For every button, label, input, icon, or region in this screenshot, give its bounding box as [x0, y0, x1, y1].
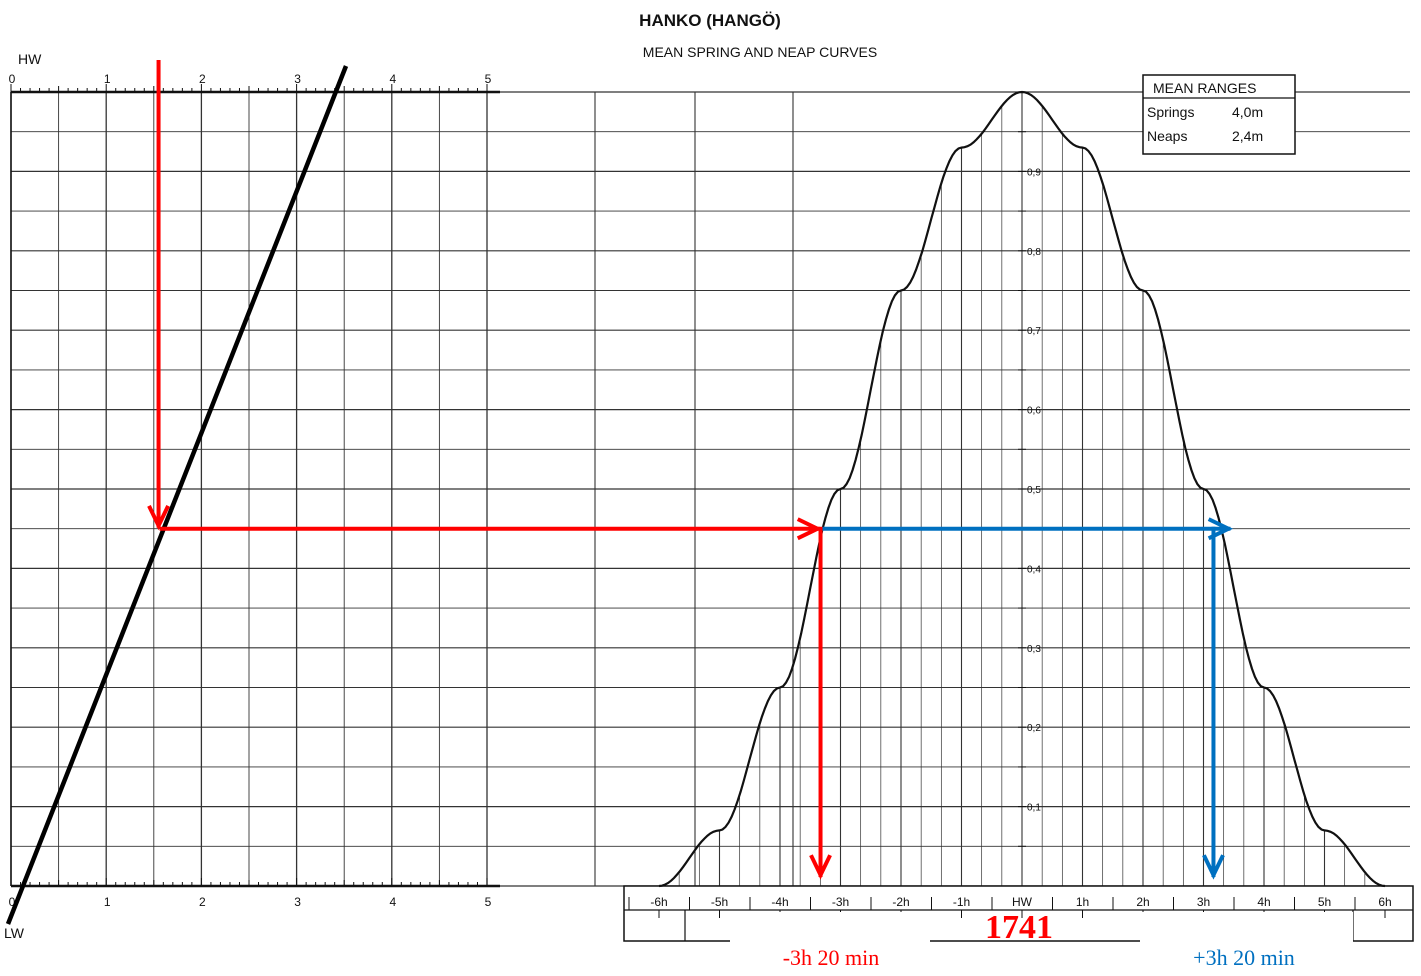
scale-tick-label-top: 3: [294, 72, 301, 86]
scale-tick-label-top: 4: [389, 72, 396, 86]
scale-tick-label-bottom: 0: [9, 895, 16, 909]
neaps-value: 2,4m: [1232, 128, 1263, 144]
x-tick-label: -3h: [832, 895, 849, 909]
red-arrow-down-range-head: [147, 505, 170, 531]
x-tick-labels: -6h -5h -4h -3h -2h -1h HW 1h 2h 3h 4h 5h 6h: [628, 895, 1392, 918]
lw-label: LW: [4, 925, 25, 941]
scale-tick-label-bottom: 4: [389, 895, 396, 909]
x-tick-label: HW: [1012, 895, 1033, 909]
hw-time-label: 1741: [985, 909, 1053, 946]
y-tick-label: 0,5: [1027, 485, 1041, 496]
y-tick-label: 0,1: [1027, 803, 1041, 814]
y-tick-label: 0,7: [1027, 326, 1041, 337]
y-tick-labels: 0,1 0,2 0,3 0,4 0,5 0,6 0,7 0,8 0,9: [1027, 167, 1041, 813]
scale-tick-label-top: 1: [104, 72, 111, 86]
after-time-label: +3h 20 min: [1193, 945, 1295, 970]
scale-tick-label-bottom: 2: [199, 895, 206, 909]
hw-label: HW: [18, 51, 42, 67]
scale-tick-label-bottom: 1: [104, 895, 111, 909]
y-tick-label: 0,9: [1027, 167, 1041, 178]
chart-axes: [10, 84, 1026, 888]
blue-arrow-down-after-head: [1202, 854, 1225, 880]
y-tick-label: 0,4: [1027, 564, 1041, 575]
chart-grid: [10, 91, 1410, 887]
x-tick-label: 3h: [1197, 895, 1210, 909]
x-tick-label: 6h: [1378, 895, 1391, 909]
x-tick-label: -1h: [953, 895, 970, 909]
x-tick-label: 2h: [1136, 895, 1149, 909]
chart-title: HANKO (HANGÖ): [639, 11, 781, 30]
x-tick-label: -6h: [650, 895, 667, 909]
annotation-arrows: [147, 60, 1234, 880]
y-tick-label: 0,2: [1027, 723, 1041, 734]
red-arrow-to-curve-head: [796, 517, 823, 541]
springs-value: 4,0m: [1232, 104, 1263, 120]
scale-tick-label-bottom: 5: [485, 895, 492, 909]
y-tick-label: 0,3: [1027, 644, 1041, 655]
x-tick-label: 4h: [1257, 895, 1270, 909]
mean-ranges-box: MEAN RANGES Springs 4,0m Neaps 2,4m: [1142, 74, 1296, 155]
scale-tick-labels: 0 0 1 1 2 2 3 3 4 4 5 5: [9, 72, 492, 909]
label-mask-left: [730, 912, 930, 976]
springs-label: Springs: [1147, 104, 1194, 120]
x-tick-label: -5h: [711, 895, 728, 909]
y-tick-label: 0,6: [1027, 406, 1041, 417]
tide-curve: [658, 90, 1386, 888]
x-tick-label: 5h: [1318, 895, 1331, 909]
mean-ranges-title: MEAN RANGES: [1153, 80, 1256, 96]
scale-tick-label-bottom: 3: [294, 895, 301, 909]
y-tick-label: 0,8: [1027, 247, 1041, 258]
neaps-label: Neaps: [1147, 128, 1187, 144]
red-arrow-down-before-head: [809, 854, 832, 880]
construction-line: [5, 65, 349, 925]
x-tick-label: -4h: [771, 895, 788, 909]
x-tick-label: 1h: [1076, 895, 1089, 909]
x-tick-label: -2h: [892, 895, 909, 909]
chart-subtitle: MEAN SPRING AND NEAP CURVES: [643, 44, 877, 60]
scale-tick-label-top: 2: [199, 72, 206, 86]
before-time-label: -3h 20 min: [783, 945, 880, 970]
label-mask-right: [1140, 912, 1353, 976]
scale-tick-label-top: 0: [9, 72, 16, 86]
scale-tick-label-top: 5: [485, 72, 492, 86]
